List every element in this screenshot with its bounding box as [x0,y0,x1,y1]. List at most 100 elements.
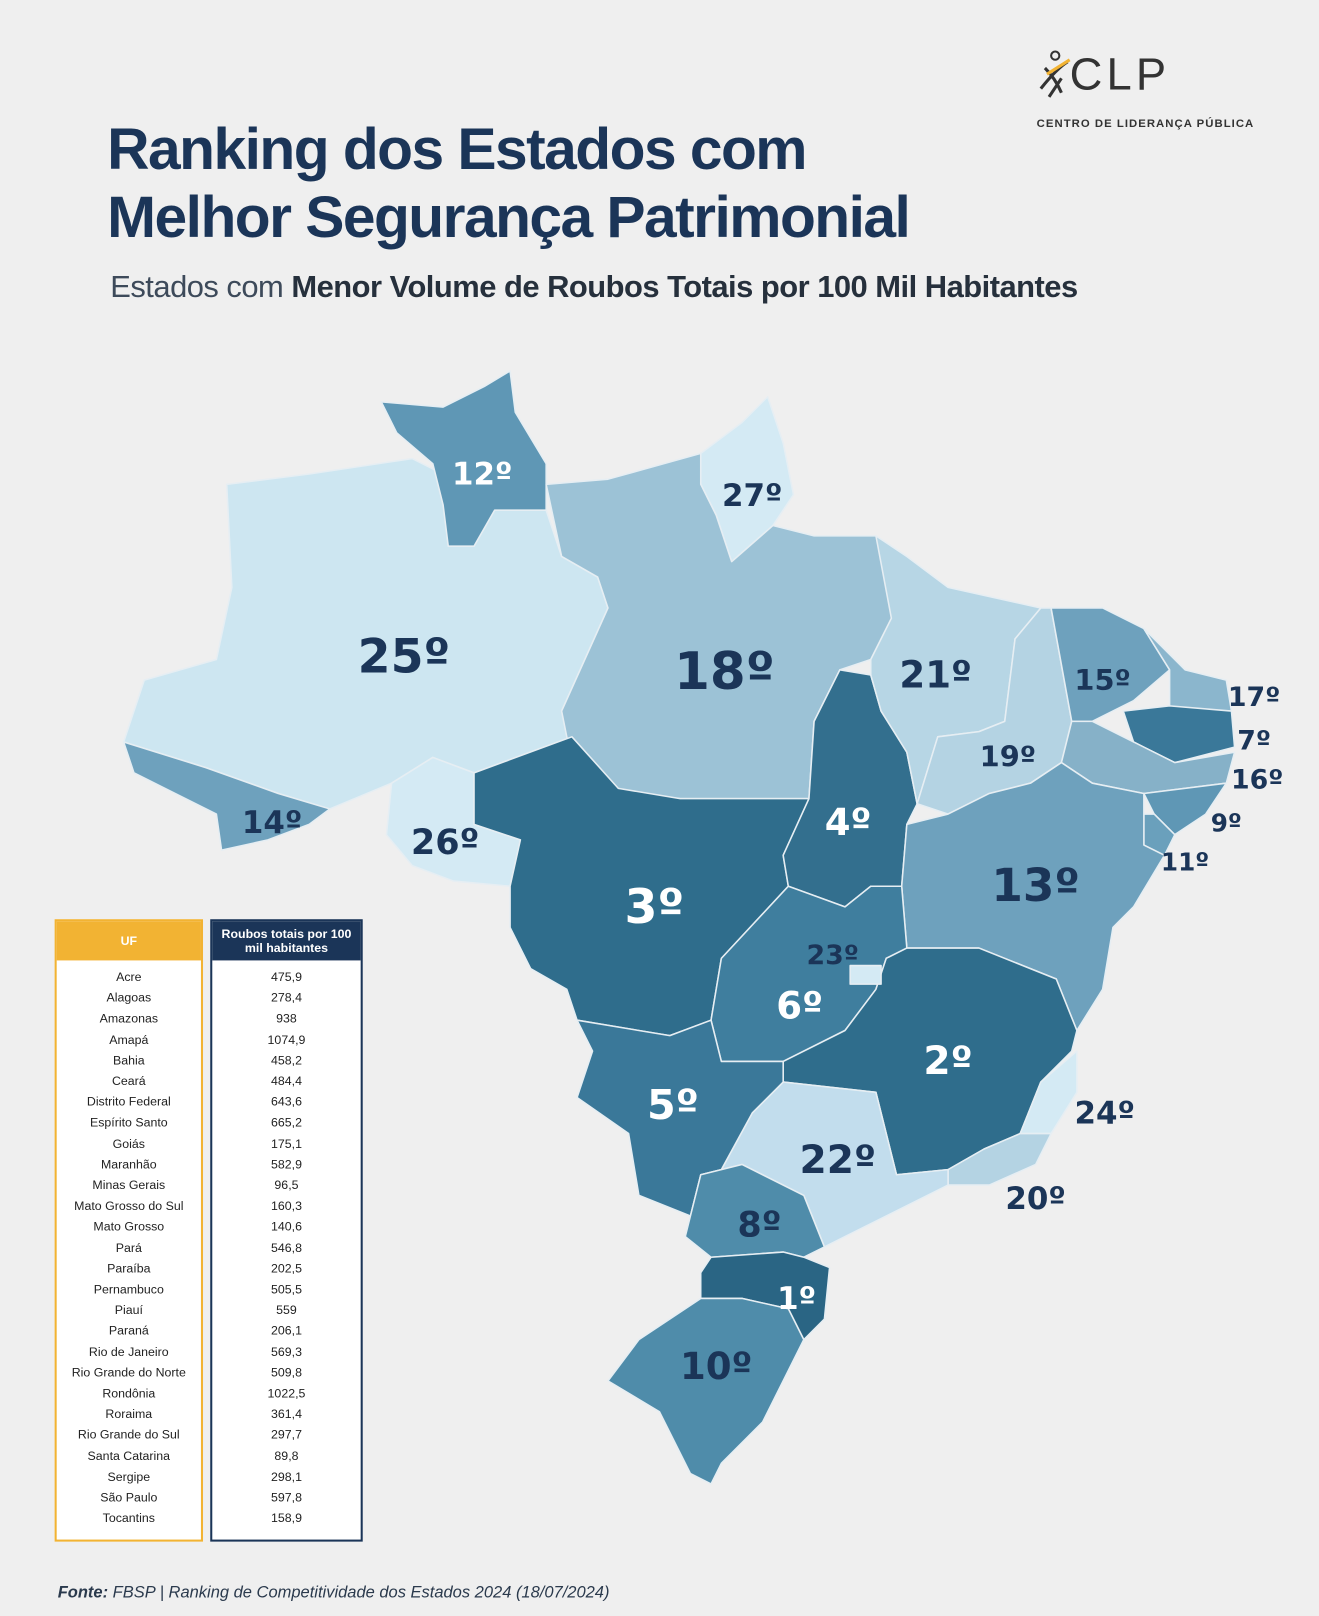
rank-label: 11º [1161,848,1209,877]
subtitle: Estados com Menor Volume de Roubos Totai… [110,269,1078,305]
value-cell: 643,6 [271,1094,302,1110]
uf-cell: Acre [116,969,142,985]
uf-cell: Santa Catarina [87,1448,171,1463]
uf-cell: Tocantins [102,1510,155,1526]
value-cell: 582,9 [271,1157,302,1172]
rank-label: 8º [737,1204,781,1245]
value-cell: 458,2 [271,1052,302,1068]
state-shape [849,964,882,985]
value-cell: 361,4 [271,1406,302,1422]
rank-label: 25º [358,630,451,685]
rank-label: 24º [1074,1096,1134,1132]
uf-cell: Piauí [114,1302,143,1318]
rank-label: 21º [899,654,972,697]
subtitle-lead: Estados com [110,269,284,304]
title-line: Melhor Segurança Patrimonial [107,184,911,251]
source-text: FBSP | Ranking de Competitividade dos Es… [112,1583,610,1602]
state-shape [380,370,547,547]
uf-cell: Roraima [105,1406,153,1422]
uf-cell: Rio de Janeiro [88,1344,169,1359]
value-cell: 484,4 [271,1073,302,1089]
value-cell: 160,3 [271,1198,302,1214]
logo-caption: CENTRO DE LIDERANÇA PÚBLICA [1036,117,1255,130]
uf-cell: Distrito Federal [86,1094,171,1110]
value-cell: 938 [276,1011,297,1026]
value-cell: 559 [276,1302,297,1318]
rank-label: 22º [800,1138,877,1183]
uf-cell: Mato Grosso do Sul [74,1198,184,1214]
value-cell: 297,7 [271,1427,302,1443]
title: Ranking dos Estados com Melhor Segurança… [107,115,911,251]
rank-label: 12º [452,457,512,493]
rank-label: 2º [923,1039,972,1084]
state-shape [607,1297,805,1485]
logo-text: CLP [1069,49,1171,100]
uf-cell: Goiás [112,1136,145,1151]
value-cell: 89,8 [274,1448,299,1463]
uf-cell: Alagoas [106,990,152,1005]
table-header: UF [56,921,201,961]
rank-label: 4º [825,801,872,844]
uf-cell: Minas Gerais [92,1177,166,1193]
value-column: Roubos totais por 100 mil habitantes 475… [210,919,363,1542]
rank-label: 26º [411,822,479,863]
subtitle-emphasis: Menor Volume de Roubos Totais por 100 Mi… [291,269,1078,304]
uf-cell: Ceará [111,1073,146,1089]
rank-label: 17º [1228,682,1280,713]
value-cell: 202,5 [271,1261,302,1276]
rank-label: 27º [722,478,782,514]
rank-label: 23º [806,940,858,971]
rank-label: 5º [647,1081,699,1129]
rank-label: 18º [674,642,775,702]
source: Fonte: FBSP | Ranking de Competitividade… [58,1584,610,1603]
uf-cell: Paraná [108,1323,149,1338]
uf-cell: Pernambuco [93,1281,164,1297]
value-cell: 298,1 [271,1469,302,1484]
value-cell: 475,9 [271,969,302,985]
rank-label: 19º [980,739,1036,773]
rank-label: 10º [680,1345,753,1388]
value-cell: 569,3 [271,1344,302,1359]
rank-label: 3º [625,880,685,935]
value-cell: 1074,9 [267,1032,306,1047]
value-cell: 278,4 [271,990,302,1005]
value-cell: 206,1 [271,1323,302,1338]
value-cell: 505,5 [271,1281,302,1297]
rank-label: 6º [776,984,823,1027]
state-shape [1019,1050,1078,1135]
uf-cell: Paraíba [107,1261,151,1276]
rank-label: 13º [991,859,1080,912]
value-cell: 1022,5 [267,1386,306,1401]
value-cell: 158,9 [271,1510,302,1526]
uf-cell: Rio Grande do Norte [71,1365,186,1380]
value-cell: 546,8 [271,1240,302,1255]
uf-cell: São Paulo [100,1490,158,1505]
rank-label: 7º [1237,725,1271,756]
state-shape [1143,782,1228,836]
value-cell: 509,8 [271,1365,302,1380]
uf-cell: Mato Grosso [93,1219,165,1234]
states [122,370,1236,1485]
uf-column: UF Acre Alagoas Amazonas Amapá Bahia Ceará Dis… [54,919,204,1542]
rank-label: 16º [1231,765,1283,796]
uf-cell: Maranhão [100,1157,157,1172]
state-shape [122,741,331,851]
value-cell: 175,1 [271,1136,302,1151]
rank-label: 20º [1005,1181,1065,1217]
title-line: Ranking dos Estados com [107,116,807,183]
uf-cell: Espírito Santo [89,1115,168,1130]
rank-label: 1º [777,1281,816,1317]
uf-cell: Rio Grande do Sul [77,1427,180,1443]
source-label: Fonte: [57,1583,109,1602]
value-cell: 597,8 [271,1490,302,1505]
uf-cell: Pará [115,1240,142,1255]
uf-cell: Amazonas [99,1011,159,1026]
rank-label: 14º [242,805,302,841]
value-cell: 96,5 [274,1177,299,1193]
value-cell: 665,2 [271,1115,302,1130]
logo-mark [1039,50,1071,98]
